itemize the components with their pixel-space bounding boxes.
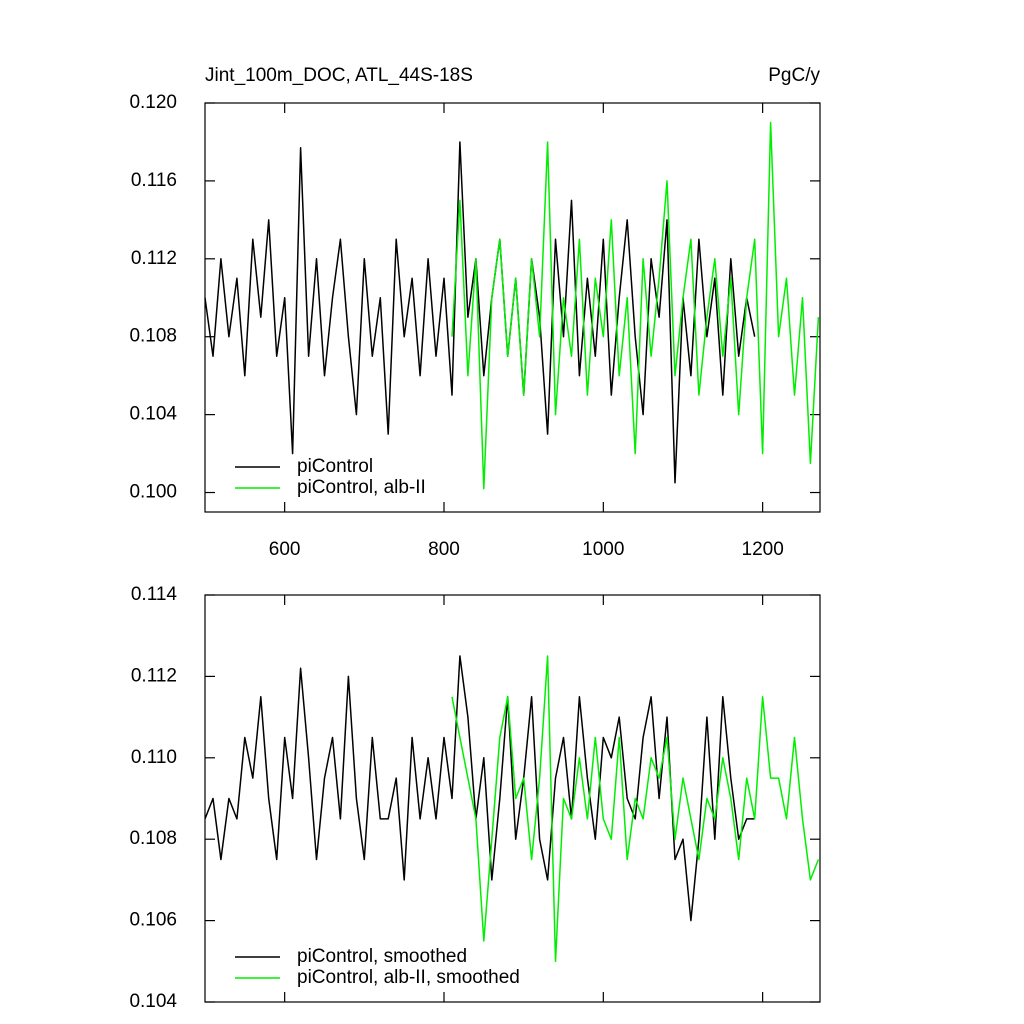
chart-title: Jint_100m_DOC, ATL_44S-18S [205, 65, 473, 86]
y-tick-label: 0.100 [129, 482, 177, 503]
y-tick-label: 0.112 [131, 248, 177, 269]
y-tick-label: 0.110 [131, 747, 177, 768]
series-line [204, 141, 756, 484]
units-label: PgC/y [768, 65, 820, 86]
y-tick-label: 0.104 [129, 991, 177, 1012]
y-tick-label: 0.112 [131, 665, 177, 686]
y-tick-label: 0.114 [131, 584, 178, 605]
plot-frame [204, 594, 821, 1003]
y-tick-label: 0.106 [129, 910, 177, 931]
plot-frame [204, 102, 821, 513]
y-tick-label: 0.108 [129, 326, 177, 347]
legend-label: piControl, alb-II, smoothed [297, 967, 520, 988]
x-tick-label: 800 [428, 539, 460, 560]
x-tick-label: 600 [269, 539, 301, 560]
series-line [451, 121, 820, 490]
x-tick-label: 1200 [742, 539, 784, 560]
legend-label: piControl, smoothed [297, 946, 467, 967]
y-tick-label: 0.108 [129, 828, 177, 849]
y-tick-label: 0.116 [131, 170, 177, 191]
series-line [451, 655, 820, 963]
x-tick-label: 1000 [582, 539, 624, 560]
y-tick-label: 0.104 [129, 404, 177, 425]
y-tick-label: 0.120 [129, 92, 177, 113]
legend-label: piControl, alb-II [297, 477, 426, 498]
legend-label: piControl [297, 456, 373, 477]
